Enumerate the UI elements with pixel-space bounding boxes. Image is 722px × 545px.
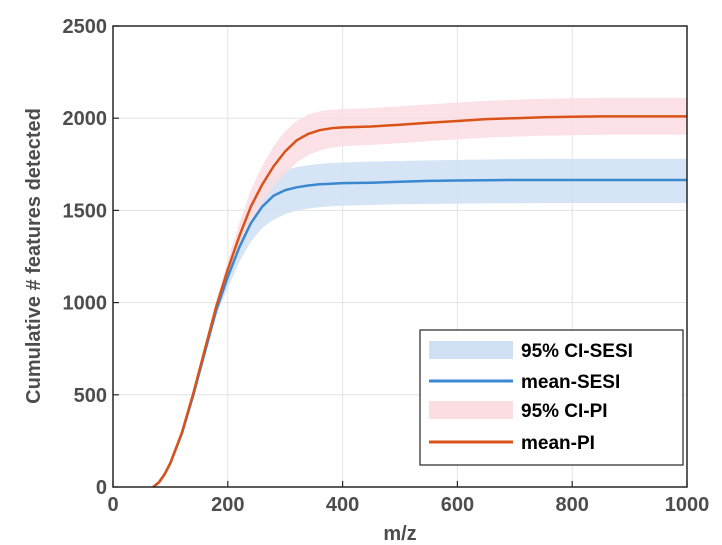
legend-label-ci-sesi: 95% CI-SESI bbox=[521, 341, 633, 362]
y-tick-label: 2000 bbox=[63, 108, 108, 130]
x-tick-label: 400 bbox=[326, 494, 359, 516]
ci-bands bbox=[153, 97, 687, 488]
x-tick-label: 200 bbox=[211, 494, 244, 516]
legend-label-mean-pi: mean-PI bbox=[521, 433, 595, 454]
y-axis-label: Cumulative # features detected bbox=[23, 108, 45, 404]
x-tick-label: 600 bbox=[441, 494, 474, 516]
y-tick-label: 1000 bbox=[63, 293, 108, 315]
x-axis-ticks: 0 200 400 600 800 1000 bbox=[107, 481, 709, 516]
line-mean-pi bbox=[152, 115, 687, 488]
x-tick-label: 0 bbox=[107, 494, 118, 516]
legend-label-ci-pi: 95% CI-PI bbox=[521, 401, 608, 422]
legend-swatch-ci-sesi bbox=[429, 341, 513, 359]
y-tick-label: 1500 bbox=[63, 200, 108, 222]
axes-box bbox=[112, 25, 688, 488]
y-tick-label: 2500 bbox=[63, 16, 108, 38]
x-axis-label: m/z bbox=[383, 523, 416, 545]
y-tick-label: 500 bbox=[74, 385, 107, 407]
x-tick-label: 800 bbox=[556, 494, 589, 516]
legend-swatch-ci-pi bbox=[429, 401, 513, 419]
legend: 95% CI-SESI mean-SESI 95% CI-PI mean-PI bbox=[419, 329, 684, 466]
legend-label-mean-sesi: mean-SESI bbox=[521, 372, 620, 393]
y-axis-ticks: 0 500 1000 1500 2000 2500 bbox=[63, 16, 119, 499]
band-95-ci-sesi bbox=[153, 158, 687, 488]
mean-lines bbox=[152, 115, 687, 488]
x-tick-label: 1000 bbox=[665, 494, 710, 516]
y-tick-label: 0 bbox=[96, 477, 107, 499]
